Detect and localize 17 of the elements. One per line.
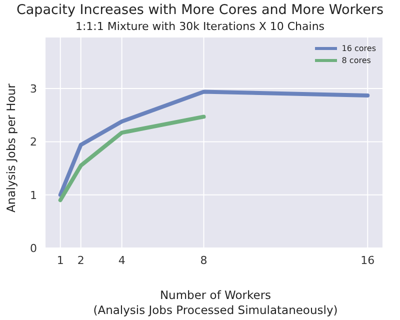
chart-title: Capacity Increases with More Cores and More Workers [15, 2, 385, 18]
line-series [58, 90, 370, 197]
y-tick-label: 3 [30, 82, 37, 96]
x-tick-label: 1 [56, 254, 64, 267]
x-tick-label: 8 [200, 254, 208, 267]
y-tick-label: 2 [30, 136, 37, 149]
legend-label: 16 cores [340, 42, 376, 54]
legend-label: 8 cores [340, 54, 372, 66]
line-series [58, 114, 206, 202]
y-tick-label: 0 [30, 242, 37, 255]
x-tick-label: 16 [360, 254, 375, 267]
x-tick-label: 2 [77, 254, 84, 267]
y-axis-title: Analysis Jobs per Hour [4, 83, 18, 212]
y-tick-label: 1 [30, 188, 37, 202]
x-tick-label: 4 [118, 254, 126, 267]
chart-subtitle: 1:1:1 Mixture with 30k Iterations X 10 Chains [74, 20, 326, 33]
x-axis-title: Number of Workers (Analysis Jobs Processed Simulataneously) [92, 288, 339, 317]
